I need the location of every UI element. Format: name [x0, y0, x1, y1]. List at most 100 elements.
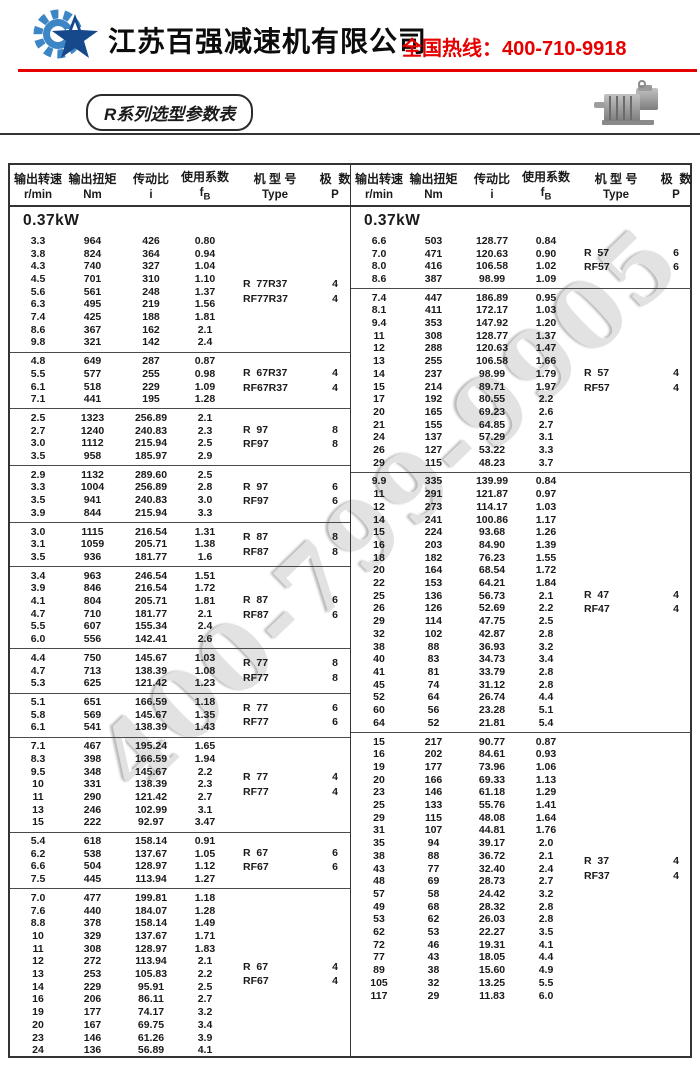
- table-cell: 3.4: [197, 1018, 213, 1031]
- red-divider: [18, 69, 697, 72]
- table-cell: 20: [373, 773, 385, 786]
- table-cell: 3.1: [538, 431, 554, 444]
- table-cell: 387: [424, 272, 443, 285]
- table-cell: 6.2: [30, 847, 46, 860]
- table-cell: 89.71: [478, 380, 506, 393]
- table-cell: 114: [425, 615, 442, 628]
- table-cell: 15: [373, 526, 385, 539]
- table-cell: 48: [373, 875, 385, 888]
- table-cell: 40: [373, 653, 385, 666]
- table-cell: 1.81: [194, 311, 216, 324]
- table-cell: 964: [83, 234, 102, 247]
- table-cell: 1.83: [194, 942, 216, 955]
- table-cell: 26: [373, 444, 385, 457]
- table-cell: 25: [373, 589, 385, 602]
- table-cell: 61.18: [478, 786, 506, 799]
- table-cell: 32.40: [478, 862, 506, 875]
- table-cell: 1.51: [194, 569, 216, 582]
- table-cell: 445: [83, 873, 102, 886]
- table-cell: 115: [425, 811, 442, 824]
- table-cell: 1.72: [535, 564, 557, 577]
- table-cell: 64.85: [478, 418, 506, 431]
- type-line: R 77R37: [243, 278, 288, 291]
- table-cell: 10: [32, 929, 44, 942]
- table-cell: 2.2: [538, 393, 554, 406]
- table-cell: 34.73: [478, 653, 506, 666]
- table-cell: 19: [373, 760, 385, 773]
- poles-line: 4: [332, 278, 338, 291]
- block-rows: 2.5 1323 256.89 2.1 2.7 1240 240.83 2.3 3.0 1112 2…: [12, 412, 229, 463]
- block-rows: 15 217 90.77 0.87 16 202 84.61 0.93 19 177 73.96 1.…: [353, 736, 570, 1003]
- table-cell: 1.05: [194, 847, 216, 860]
- table-cell: 556: [83, 633, 102, 646]
- table-cell: 255: [424, 355, 443, 368]
- type-line: R 77: [243, 657, 269, 670]
- table-cell: 750: [83, 651, 102, 664]
- table-cell: 6.1: [30, 380, 46, 393]
- type-cell: R 87 RF87: [229, 570, 321, 646]
- table-cell: 69.33: [478, 773, 506, 786]
- table-cell: 205.71: [134, 595, 168, 608]
- table-cell: 139.99: [475, 475, 509, 488]
- table-cell: 5.6: [30, 285, 46, 298]
- table-cell: 941: [83, 494, 102, 507]
- table-cell: 287: [142, 355, 160, 368]
- table-cell: 824: [83, 247, 102, 260]
- type-line: RF87: [243, 608, 269, 621]
- table-cell: 203: [424, 538, 443, 551]
- table-cell: 6.6: [30, 860, 46, 873]
- table-cell: 3.5: [30, 450, 46, 463]
- table-cell: 364: [142, 247, 160, 260]
- table-cell: 0.98: [194, 367, 216, 380]
- table-cell: 58: [427, 887, 440, 900]
- series-title-badge: R系列选型参数表: [86, 94, 254, 131]
- table-cell: 24: [373, 431, 385, 444]
- table-cell: 23: [32, 1031, 44, 1044]
- table-cell: 607: [83, 620, 102, 633]
- type-block: 7.1 467 195.24 1.65 8.3 398 166.59 1.94 9.5 348 14…: [10, 738, 350, 833]
- table-cell: 206: [83, 993, 102, 1006]
- table-cell: 2.4: [197, 336, 213, 349]
- table-cell: 38: [373, 640, 385, 653]
- type-cell: R 37 RF37: [570, 736, 662, 1003]
- table-cell: 2.8: [538, 666, 554, 678]
- table-cell: 1240: [80, 424, 105, 437]
- table-cell: 35: [373, 837, 385, 850]
- blocks-right: 6.6 503 128.77 0.84 7.0 471 120.63 0.90 8.0 416 10…: [351, 232, 691, 1004]
- table-cell: 963: [83, 569, 102, 582]
- poles-line: 6: [332, 861, 338, 874]
- type-line: R 47: [584, 588, 610, 601]
- table-cell: 229: [83, 980, 102, 993]
- table-cell: 1.02: [535, 260, 557, 273]
- table-cell: 1.97: [535, 380, 557, 393]
- table-cell: 3.5: [30, 494, 46, 507]
- table-cell: 1.47: [535, 342, 557, 355]
- table-cell: 353: [424, 317, 443, 330]
- table-cell: 29: [427, 989, 440, 1002]
- table-cell: 98.99: [478, 367, 506, 380]
- col-header-service-factor: 使用系数 fB: [522, 170, 571, 203]
- table-cell: 15.60: [478, 964, 506, 977]
- table-cell: 2.9: [197, 450, 213, 463]
- table-cell: 64.21: [478, 577, 506, 590]
- table-cell: 3.0: [30, 437, 46, 450]
- table-cell: 52.69: [478, 602, 506, 615]
- table-cell: 3.7: [538, 456, 554, 469]
- table-cell: 128.77: [475, 329, 509, 342]
- table-cell: 29: [373, 456, 385, 469]
- table-cell: 29: [373, 811, 385, 824]
- type-cell: R 77R37 RF77R37: [229, 235, 321, 349]
- table-cell: 288: [424, 342, 443, 355]
- table-cell: 53: [373, 913, 385, 926]
- table-cell: 142.41: [134, 633, 168, 646]
- table-cell: 49: [373, 900, 385, 913]
- table-cell: 8.8: [30, 917, 46, 930]
- type-cell: R 57 RF57: [570, 235, 662, 286]
- table-cell: 2.1: [197, 955, 213, 968]
- table-cell: 22.27: [478, 926, 506, 939]
- table-cell: 3.9: [30, 582, 46, 595]
- table-cell: 2.8: [538, 678, 554, 691]
- table-cell: 1.37: [194, 285, 216, 298]
